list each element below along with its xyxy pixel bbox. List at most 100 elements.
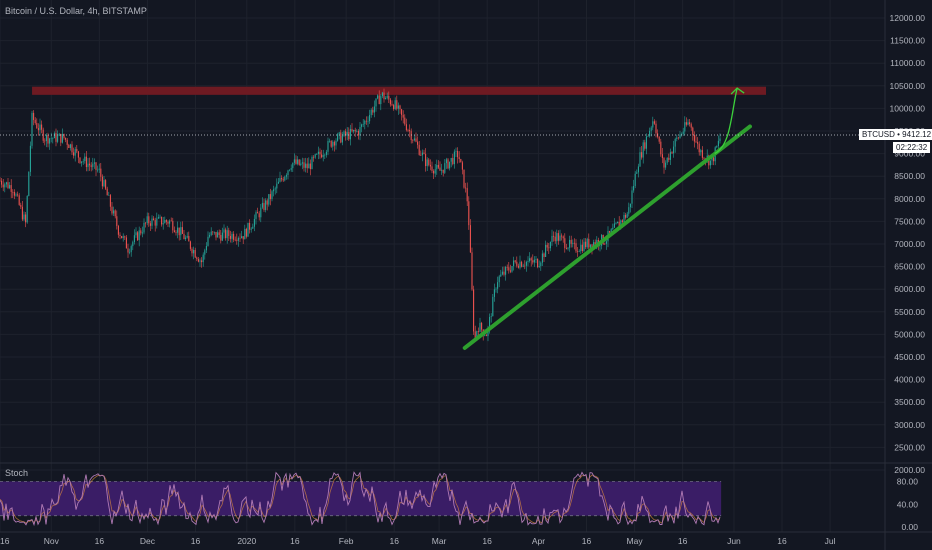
candle-body [524, 265, 526, 267]
resistance-zone[interactable] [32, 86, 766, 95]
candle-body [188, 236, 190, 242]
candle-body [429, 164, 431, 167]
price-tag-value: 9412.12 [902, 130, 932, 139]
price-tick-label: 11000.00 [890, 58, 925, 68]
candle-body [669, 152, 671, 160]
candle-body [572, 242, 574, 244]
candle-body [170, 220, 172, 222]
candle-body [93, 162, 95, 164]
candle-body [327, 140, 329, 152]
candle-body [122, 236, 124, 239]
candle-body [285, 175, 287, 177]
symbol-title[interactable]: Bitcoin / U.S. Dollar, 4h, BITSTAMP [5, 6, 147, 16]
candle-body [469, 225, 471, 253]
candle-body [679, 134, 681, 138]
candle-body [439, 167, 441, 171]
candle-body [692, 127, 694, 136]
candle-body [676, 137, 678, 139]
price-tick-label: 5500.00 [894, 307, 925, 317]
candle-body [649, 130, 651, 137]
candle-body [148, 216, 150, 224]
candle-body [383, 92, 385, 100]
forecast-arrow[interactable] [714, 87, 738, 155]
candle-body [433, 170, 435, 174]
candle-body [21, 206, 23, 220]
candle-body [250, 228, 252, 230]
candle-body [297, 159, 299, 164]
price-tick-label: 2000.00 [894, 465, 925, 475]
support-trendline[interactable] [462, 124, 752, 350]
candle-body [474, 331, 476, 339]
candle-body [546, 244, 548, 248]
forecast-arrowhead [730, 87, 745, 95]
candle-body [717, 140, 719, 147]
candle-body [20, 204, 22, 207]
candle-body [351, 128, 353, 132]
candle-body [5, 182, 7, 185]
candle-body [9, 185, 11, 189]
time-axis[interactable]: 16 Nov 16 Dec 16 2020 16 Feb 16 Mar 16 Apr 16 May 16 Ju… [0, 536, 836, 546]
candle-body [372, 109, 374, 113]
candle-body [489, 316, 491, 328]
candle-body [164, 220, 166, 224]
candle-body [537, 258, 539, 268]
candle-body [279, 178, 281, 182]
candle-body [252, 226, 254, 229]
candle-body [385, 97, 387, 100]
price-tick-label: 11500.00 [890, 36, 925, 46]
time-tick-label: Nov [44, 536, 60, 546]
time-tick-label: 16 [482, 536, 492, 546]
price-axis[interactable]: 12000.00 11500.00 11000.00 10500.00 10000.00… [890, 13, 926, 475]
candle-body [341, 135, 343, 143]
candle-body [441, 169, 443, 171]
candle-body [471, 252, 473, 290]
candle-body [44, 140, 46, 142]
candlestick-series [0, 88, 721, 342]
candle-body [17, 194, 19, 196]
candle-body [637, 166, 639, 173]
time-tick-label: Jul [825, 536, 836, 546]
candle-body [191, 248, 193, 254]
candle-body [289, 169, 291, 171]
candle-body [135, 232, 137, 236]
candle-body [404, 117, 406, 125]
candle-body [141, 232, 143, 234]
candle-body [316, 153, 318, 155]
candle-body [348, 132, 350, 140]
candle-body [397, 105, 399, 109]
candle-body [431, 166, 433, 171]
candle-body [652, 121, 654, 128]
bar-countdown-timer: 02:22:32 [893, 142, 931, 153]
candle-body [205, 245, 207, 251]
candle-body [167, 221, 169, 224]
candle-body [282, 179, 284, 181]
candle-body [511, 266, 513, 272]
candle-body [338, 132, 340, 135]
candle-body [631, 190, 633, 204]
candle-body [673, 146, 675, 154]
candle-body [514, 260, 516, 262]
candle-body [498, 276, 500, 283]
candle-body [4, 184, 6, 188]
candle-body [425, 153, 427, 167]
time-tick-label: Jun [727, 536, 741, 546]
candle-body [509, 270, 511, 272]
candle-body [633, 185, 635, 191]
candle-body [215, 231, 217, 238]
candle-body [241, 236, 243, 239]
stoch-axis: 80.00 40.00 0.00 [897, 476, 919, 532]
candle-body [541, 253, 543, 263]
candle-body [617, 221, 619, 224]
price-tick-label: 5000.00 [894, 329, 925, 339]
candle-body [545, 244, 547, 257]
candle-body [322, 155, 324, 158]
candle-body [173, 230, 175, 233]
candle-body [639, 152, 641, 167]
candle-body [201, 260, 203, 263]
stoch-indicator-label[interactable]: Stoch [5, 468, 29, 478]
candle-body [169, 220, 171, 224]
stoch-tick-label: 80.00 [897, 476, 919, 486]
candle-body [445, 159, 447, 164]
